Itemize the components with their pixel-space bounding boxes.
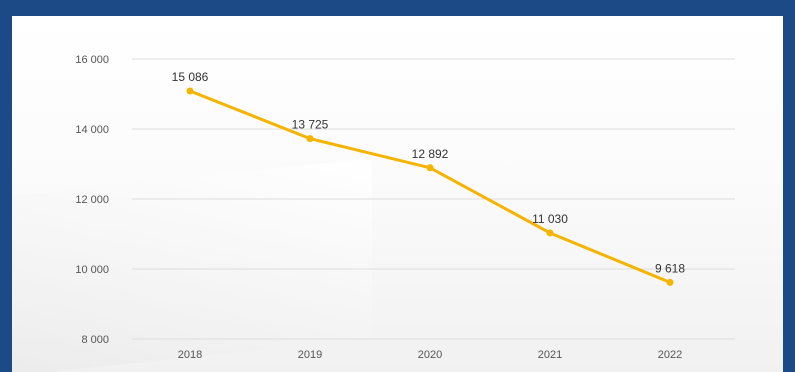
x-tick-label-2018: 2018 bbox=[178, 349, 202, 361]
x-tick-label-2020: 2020 bbox=[418, 349, 442, 361]
gridlines bbox=[132, 58, 735, 340]
data-label-2018: 15 086 bbox=[172, 70, 209, 84]
y-tick-label-16000: 16 000 bbox=[75, 54, 109, 66]
series-line-group bbox=[188, 89, 672, 284]
x-axis-tick-labels: 2018 2019 2020 2021 2022 bbox=[178, 349, 682, 361]
x-tick-label-2021: 2021 bbox=[538, 349, 562, 361]
x-tick-label-2022: 2022 bbox=[658, 349, 682, 361]
data-label-2022: 9 618 bbox=[655, 261, 685, 275]
data-point-2022 bbox=[666, 278, 674, 286]
data-points bbox=[186, 87, 674, 286]
data-point-2018 bbox=[186, 87, 194, 95]
y-tick-label-14000: 14 000 bbox=[75, 124, 109, 136]
x-tick-label-2019: 2019 bbox=[298, 349, 322, 361]
y-axis-tick-labels: 8 000 10 000 12 000 14 000 16 000 bbox=[75, 54, 109, 346]
chart-panel bbox=[12, 16, 783, 372]
y-tick-label-8000: 8 000 bbox=[81, 334, 109, 346]
data-point-2020 bbox=[426, 164, 434, 172]
data-label-2020: 12 892 bbox=[412, 147, 449, 161]
y-tick-label-10000: 10 000 bbox=[75, 264, 109, 276]
data-label-2021: 11 030 bbox=[532, 212, 568, 226]
y-tick-label-12000: 12 000 bbox=[75, 194, 109, 206]
data-labels: 15 086 13 725 12 892 11 030 9 618 bbox=[172, 70, 686, 275]
series-line bbox=[188, 89, 672, 284]
data-point-2019 bbox=[306, 135, 314, 143]
data-point-2021 bbox=[546, 229, 554, 237]
data-label-2019: 13 725 bbox=[292, 118, 329, 132]
